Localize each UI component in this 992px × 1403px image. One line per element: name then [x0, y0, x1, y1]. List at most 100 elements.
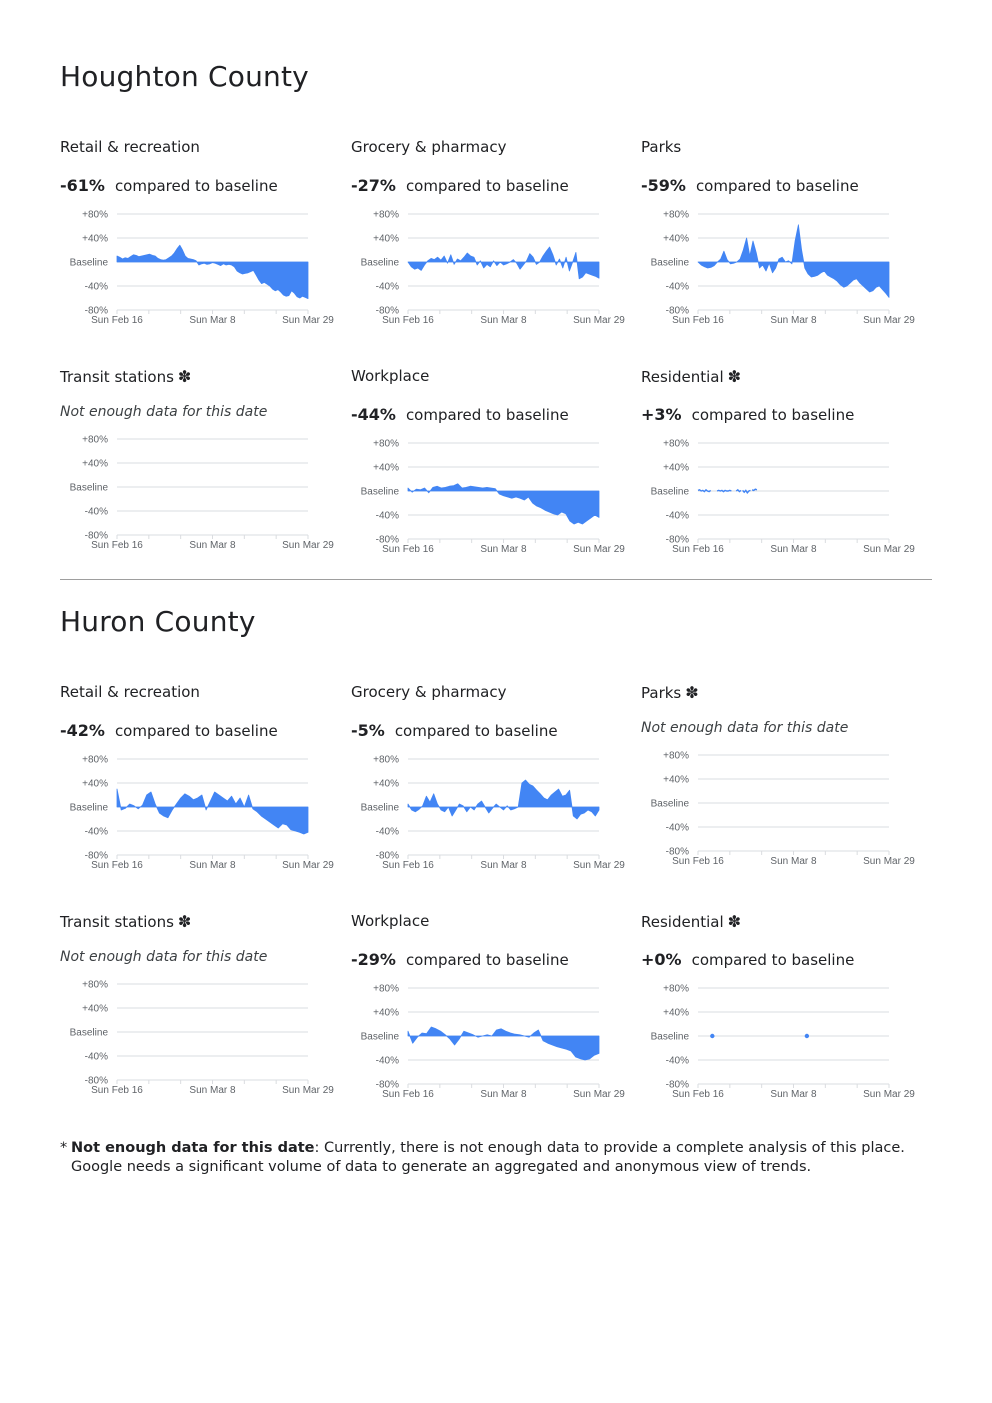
y-tick-label: -40%: [666, 511, 689, 522]
line-segment: [697, 488, 712, 493]
chart: +80% +40% Baseline -40% -80%Sun Feb 16 Sun Ma…: [651, 210, 916, 327]
panel-title-text: Parks: [641, 684, 682, 702]
percent-change: -59%: [641, 176, 686, 195]
y-tick-label: +40%: [82, 779, 108, 790]
panel-title: Residential ✽: [641, 367, 741, 386]
y-tick-label: -80%: [85, 531, 108, 542]
panel-parks: Parks ✽ Not enough data for this date +80% +…: [641, 683, 921, 903]
y-tick-label: -40%: [376, 827, 399, 838]
asterisk-icon: ✽: [727, 912, 742, 931]
x-tick-label: Sun Mar 8: [189, 1085, 236, 1096]
data-point: [804, 1033, 810, 1039]
y-tick-label: +40%: [373, 463, 399, 474]
line-segment: [716, 489, 732, 493]
x-tick-label: Sun Feb 16: [672, 1089, 724, 1100]
x-tick-label: Sun Feb 16: [382, 315, 434, 326]
panel-grocery-pharmacy: Grocery & pharmacy -5% compared to baselin…: [351, 683, 631, 903]
y-tick-label: +80%: [663, 439, 689, 450]
y-tick-label: Baseline: [651, 1032, 690, 1043]
compared-label: compared to baseline: [405, 406, 569, 424]
y-tick-label: +40%: [82, 459, 108, 470]
area-series: [116, 244, 309, 299]
percent-change: +3%: [641, 405, 682, 424]
y-tick-label: -40%: [666, 282, 689, 293]
panel-workplace: Workplace -44% compared to baseline +80% +40…: [351, 367, 631, 587]
y-tick-label: +80%: [373, 755, 399, 766]
compared-label: compared to baseline: [405, 177, 569, 195]
chart: +80% +40% Baseline -40% -80%Sun Feb 16 Sun Ma…: [70, 435, 335, 552]
chart: +80% +40% Baseline -40% -80%Sun Feb 16 Sun Ma…: [361, 210, 626, 327]
y-tick-label: -40%: [376, 1056, 399, 1067]
x-tick-label: Sun Mar 29: [573, 1089, 625, 1100]
panel-title-text: Grocery & pharmacy: [351, 683, 507, 701]
y-tick-label: +80%: [663, 984, 689, 995]
panel-title: Grocery & pharmacy: [351, 138, 506, 156]
panel-title-text: Transit stations: [60, 368, 174, 386]
compared-label: compared to baseline: [394, 722, 558, 740]
panel-title: Transit stations ✽: [60, 912, 191, 931]
stat-line: -29% compared to baseline: [351, 950, 569, 969]
stat-line: +0% compared to baseline: [641, 950, 854, 969]
area-series: [407, 483, 600, 525]
line-segment: [735, 488, 742, 493]
panel-grocery-pharmacy: Grocery & pharmacy -27% compared to baseli…: [351, 138, 631, 358]
x-tick-label: Sun Mar 29: [863, 315, 915, 326]
panel-title-text: Parks: [641, 138, 682, 156]
area-series: [407, 1026, 600, 1061]
y-tick-label: +40%: [663, 463, 689, 474]
y-tick-label: +80%: [373, 210, 399, 221]
y-tick-label: Baseline: [70, 803, 109, 814]
panel-title: Workplace: [351, 912, 429, 930]
line-segment: [742, 489, 751, 494]
y-tick-label: -80%: [666, 535, 689, 546]
y-tick-label: -40%: [85, 827, 108, 838]
county-divider: [60, 579, 932, 580]
no-data-text: Not enough data for this date: [60, 404, 268, 420]
panel-title: Transit stations ✽: [60, 367, 191, 386]
y-tick-label: -80%: [666, 847, 689, 858]
x-tick-label: Sun Mar 8: [189, 315, 236, 326]
x-tick-label: Sun Mar 29: [282, 1085, 334, 1096]
area-series: [116, 788, 309, 835]
stat-line: -61% compared to baseline: [60, 176, 278, 195]
y-tick-label: +80%: [373, 439, 399, 450]
y-tick-label: -80%: [376, 851, 399, 862]
y-tick-label: +40%: [373, 1008, 399, 1019]
y-tick-label: -40%: [85, 282, 108, 293]
y-tick-label: Baseline: [651, 258, 690, 269]
y-tick-label: +80%: [373, 984, 399, 995]
x-tick-label: Sun Feb 16: [382, 860, 434, 871]
county-title: Huron County: [60, 605, 256, 638]
panel-title: Parks ✽: [641, 683, 699, 702]
x-tick-label: Sun Feb 16: [382, 544, 434, 555]
asterisk-icon: ✽: [177, 912, 192, 931]
panel-title-text: Workplace: [351, 367, 430, 385]
panel-title-text: Retail & recreation: [60, 683, 200, 701]
x-tick-label: Sun Mar 8: [480, 1089, 527, 1100]
x-tick-label: Sun Mar 8: [770, 315, 817, 326]
y-tick-label: +80%: [663, 751, 689, 762]
compared-label: compared to baseline: [114, 177, 278, 195]
county-title: Houghton County: [60, 60, 309, 93]
panel-title: Parks: [641, 138, 681, 156]
footnote-bold: Not enough data for this date: [71, 1140, 315, 1156]
panel-title: Retail & recreation: [60, 683, 200, 701]
percent-change: -61%: [60, 176, 105, 195]
y-tick-label: -80%: [666, 306, 689, 317]
x-tick-label: Sun Feb 16: [91, 315, 143, 326]
panel-retail-recreation: Retail & recreation -42% compared to basel…: [60, 683, 340, 903]
x-tick-label: Sun Mar 29: [863, 1089, 915, 1100]
panel-title-text: Residential: [641, 913, 724, 931]
chart: +80% +40% Baseline -40% -80%Sun Feb 16 Sun Ma…: [361, 439, 626, 556]
panel-residential: Residential ✽ +0% compared to baseline +80% +…: [641, 912, 921, 1132]
x-tick-label: Sun Feb 16: [91, 540, 143, 551]
asterisk-icon: ✽: [685, 683, 699, 702]
y-tick-label: Baseline: [361, 803, 400, 814]
y-tick-label: -40%: [85, 507, 108, 518]
x-tick-label: Sun Mar 29: [573, 860, 625, 871]
y-tick-label: Baseline: [361, 1032, 400, 1043]
panel-title: Residential ✽: [641, 912, 741, 931]
y-tick-label: +80%: [82, 755, 108, 766]
stat-line: -5% compared to baseline: [351, 721, 558, 740]
x-tick-label: Sun Feb 16: [672, 856, 724, 867]
